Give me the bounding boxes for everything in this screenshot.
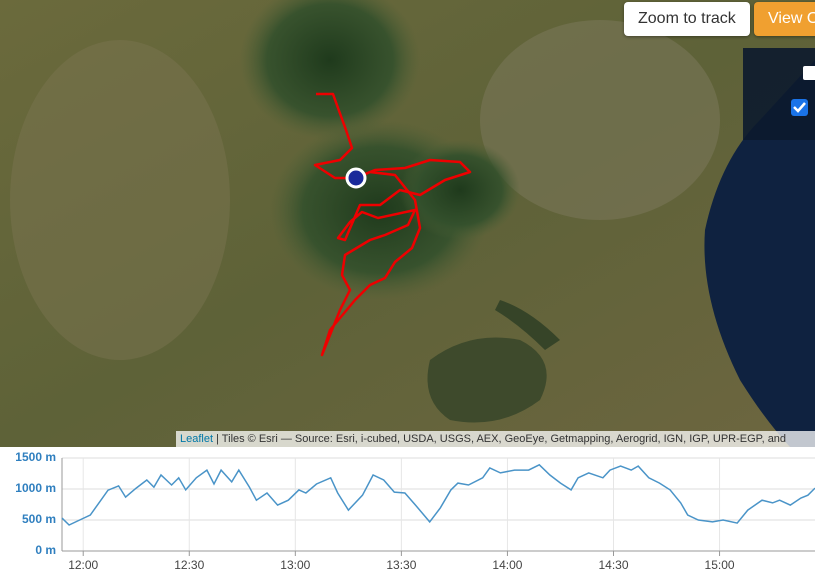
y-tick-label: 0 m bbox=[35, 543, 56, 557]
map-tiles bbox=[0, 0, 815, 447]
x-tick-label: 13:30 bbox=[386, 558, 416, 572]
x-tick-label: 12:00 bbox=[68, 558, 98, 572]
x-tick-label: 14:30 bbox=[598, 558, 628, 572]
elevation-line bbox=[61, 463, 815, 526]
attribution-text: | Tiles © Esri — Source: Esri, i-cubed, … bbox=[216, 433, 787, 445]
y-tick-label: 500 m bbox=[22, 512, 56, 526]
leaflet-link[interactable]: Leaflet bbox=[180, 433, 214, 445]
x-tick-label: 13:00 bbox=[280, 558, 310, 572]
y-tick-label: 1500 m bbox=[15, 450, 56, 464]
view-button[interactable]: View O bbox=[754, 2, 815, 36]
elevation-chart: 0 m 500 m 1000 m 1500 m 12:00 12:30 13:00 13:30… bbox=[15, 450, 815, 572]
map[interactable]: Zoom to track View O Leaflet | Tiles © E… bbox=[0, 0, 815, 447]
x-tick-label: 15:00 bbox=[705, 558, 735, 572]
attribution: Leaflet | Tiles © Esri — Source: Esri, i… bbox=[176, 431, 815, 447]
zoom-button[interactable]: Zoom to track bbox=[624, 2, 750, 36]
y-tick-label: 1000 m bbox=[15, 481, 56, 495]
x-tick-label: 12:30 bbox=[174, 558, 204, 572]
x-tick-label: 14:00 bbox=[492, 558, 522, 572]
